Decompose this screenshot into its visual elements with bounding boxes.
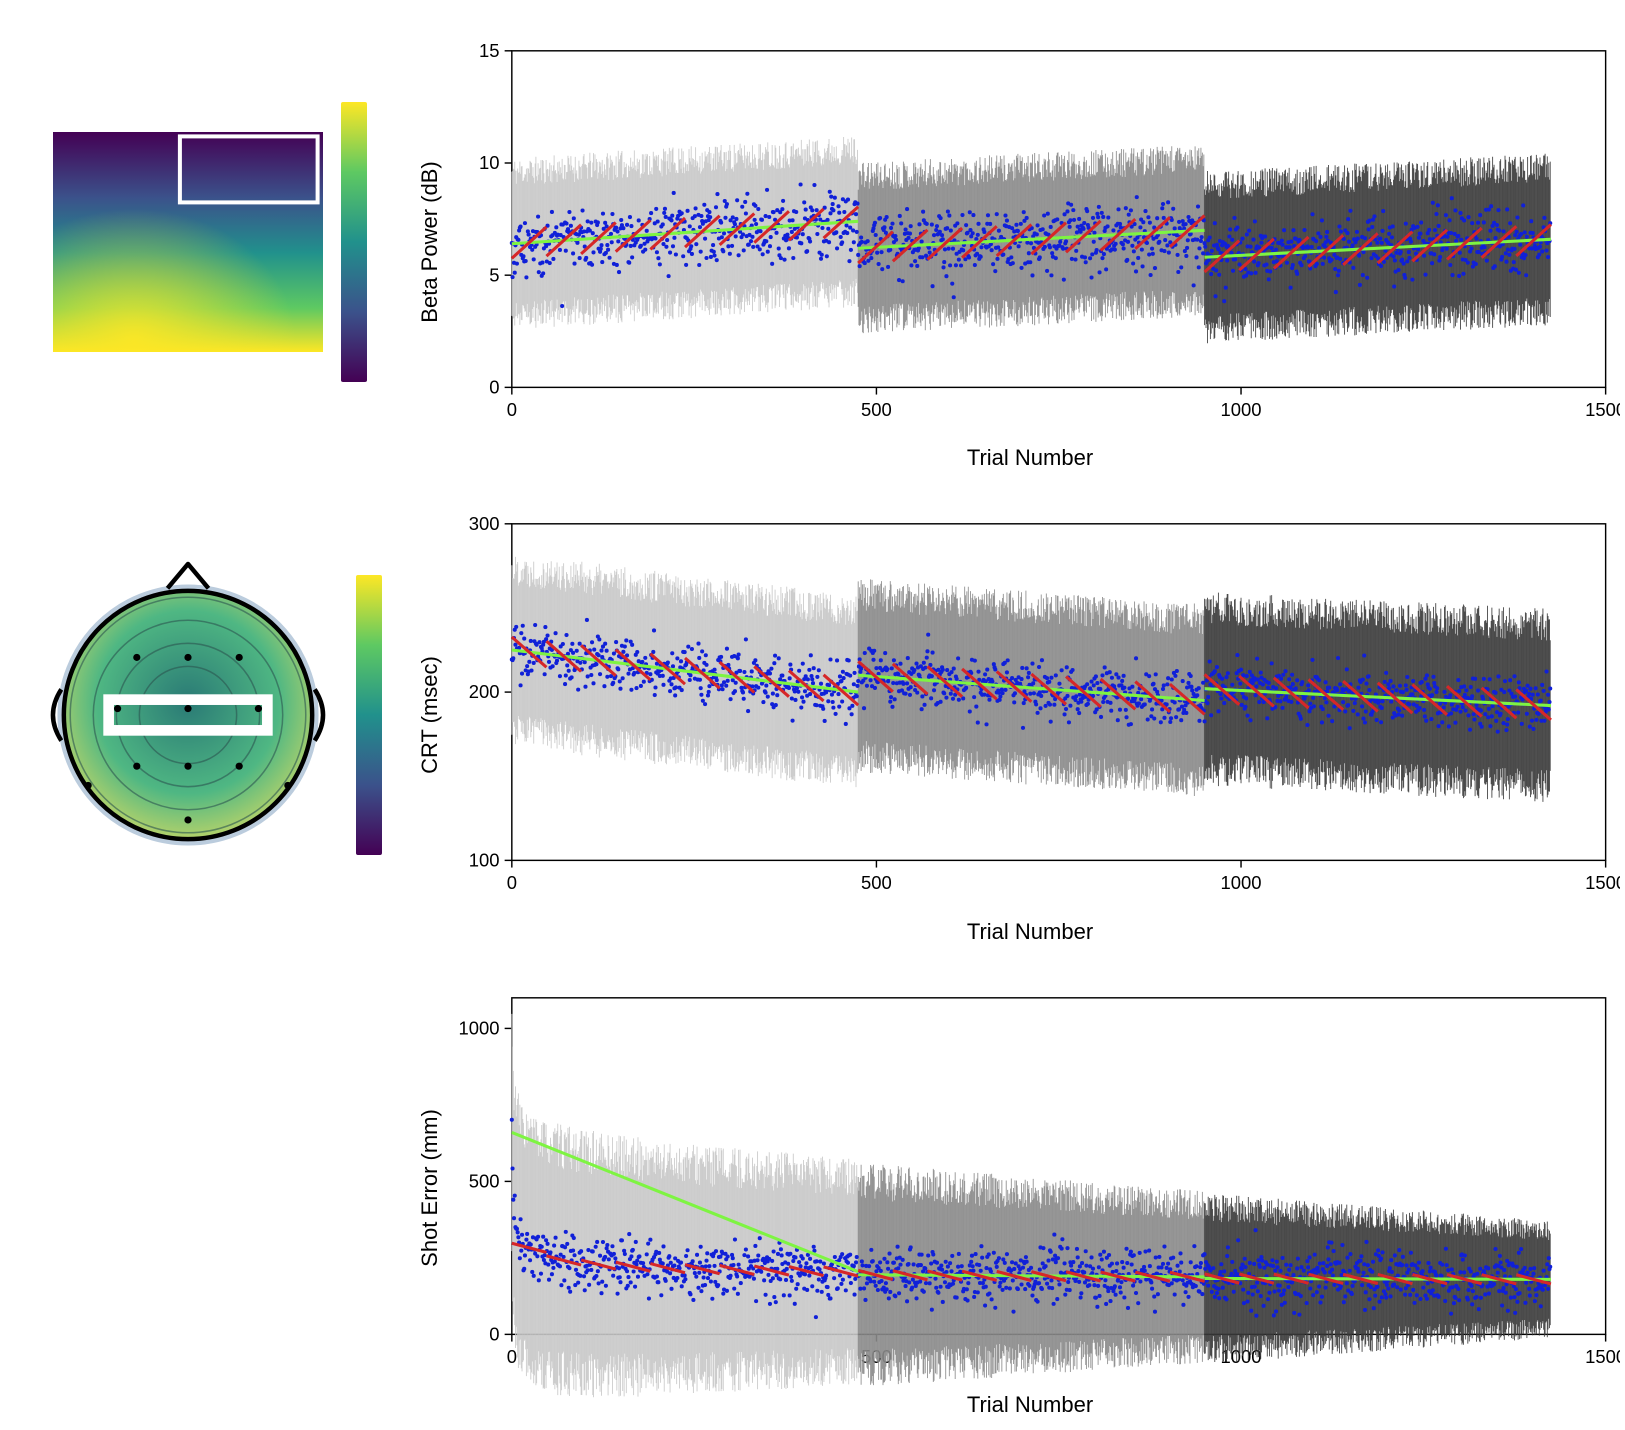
svg-text:10: 10 <box>479 152 500 173</box>
shot-plot-panel: Shot Error (mm) 05001000150005001000 Tri… <box>440 967 1620 1410</box>
heatmap-colorbar <box>341 102 367 382</box>
beta-ylabel: Beta Power (dB) <box>417 161 443 322</box>
svg-text:15: 15 <box>479 40 500 61</box>
svg-text:5: 5 <box>489 264 499 285</box>
topomap <box>38 555 338 875</box>
svg-text:300: 300 <box>469 513 500 534</box>
crt-xlabel: Trial Number <box>967 919 1093 945</box>
svg-text:1500: 1500 <box>1585 872 1620 893</box>
crt-plot-panel: CRT (msec) 050010001500100200300 Trial N… <box>440 493 1620 936</box>
svg-text:500: 500 <box>861 399 892 420</box>
svg-text:0: 0 <box>507 872 517 893</box>
shot-xlabel: Trial Number <box>967 1392 1093 1418</box>
beta-xlabel: Trial Number <box>967 445 1093 471</box>
svg-text:0: 0 <box>507 399 517 420</box>
topomap-colorbar <box>356 575 382 855</box>
crt-ylabel: CRT (msec) <box>417 656 443 774</box>
shot-plot: Shot Error (mm) 05001000150005001000 Tri… <box>440 967 1620 1410</box>
svg-text:1000: 1000 <box>1221 872 1262 893</box>
topomap-panel <box>20 493 400 936</box>
beta-plot-panel: Beta Power (dB) 050010001500051015 Trial… <box>440 20 1620 463</box>
svg-text:200: 200 <box>469 682 500 703</box>
crt-plot: CRT (msec) 050010001500100200300 Trial N… <box>440 493 1620 936</box>
shot-ylabel: Shot Error (mm) <box>417 1109 443 1267</box>
empty-panel <box>20 967 400 1410</box>
svg-text:100: 100 <box>469 850 500 871</box>
svg-text:0: 0 <box>489 377 499 398</box>
svg-text:1000: 1000 <box>1221 399 1262 420</box>
beta-plot: Beta Power (dB) 050010001500051015 Trial… <box>440 20 1620 463</box>
figure-grid: Beta Power (dB) 050010001500051015 Trial… <box>20 20 1620 1410</box>
heatmap <box>53 132 323 352</box>
svg-text:1500: 1500 <box>1585 399 1620 420</box>
heatmap-panel <box>20 20 400 463</box>
svg-text:500: 500 <box>861 872 892 893</box>
